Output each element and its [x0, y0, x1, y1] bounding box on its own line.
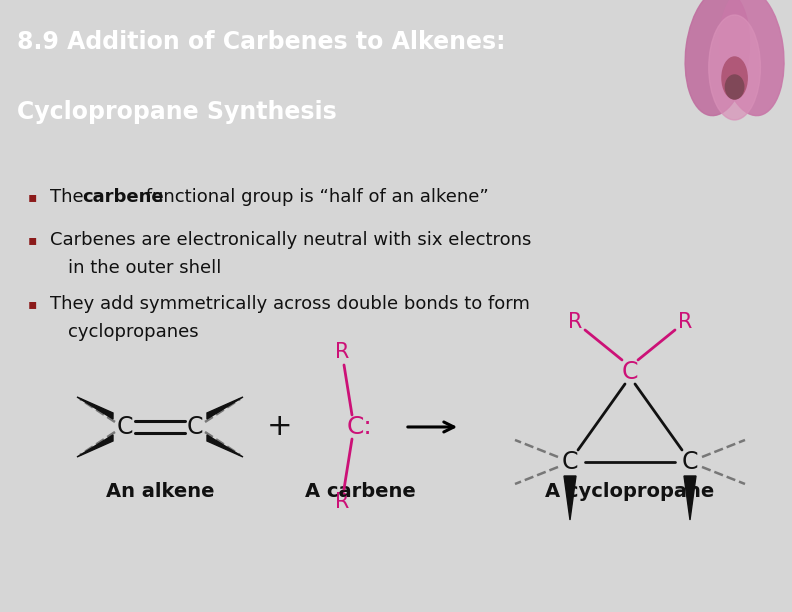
Text: cyclopropanes: cyclopropanes [68, 323, 199, 341]
Text: in the outer shell: in the outer shell [68, 259, 222, 277]
Text: R: R [568, 312, 582, 332]
Text: C:: C: [347, 415, 373, 439]
Text: C: C [622, 360, 638, 384]
Polygon shape [207, 397, 243, 419]
Text: functional group is “half of an alkene”: functional group is “half of an alkene” [140, 188, 489, 206]
Ellipse shape [722, 57, 747, 99]
Text: R: R [335, 342, 349, 362]
Text: They add symmetrically across double bonds to form: They add symmetrically across double bon… [50, 295, 530, 313]
Text: Cyclopropane Synthesis: Cyclopropane Synthesis [17, 100, 337, 124]
Text: ▪: ▪ [28, 297, 37, 311]
Polygon shape [564, 476, 576, 520]
Text: C: C [682, 450, 699, 474]
Ellipse shape [720, 0, 784, 116]
Text: An alkene: An alkene [106, 482, 215, 501]
Text: ▪: ▪ [28, 233, 37, 247]
Ellipse shape [709, 15, 760, 120]
Polygon shape [77, 435, 113, 457]
Text: R: R [678, 312, 692, 332]
Text: A carbene: A carbene [305, 482, 415, 501]
Text: ▪: ▪ [28, 190, 37, 204]
Text: carbene: carbene [82, 188, 164, 206]
Text: A cyclopropane: A cyclopropane [546, 482, 714, 501]
Text: +: + [267, 412, 293, 441]
Polygon shape [684, 476, 696, 520]
Text: C: C [562, 450, 578, 474]
Text: R: R [335, 492, 349, 512]
Text: C: C [116, 415, 133, 439]
Text: 8.9 Addition of Carbenes to Alkenes:: 8.9 Addition of Carbenes to Alkenes: [17, 30, 505, 54]
Polygon shape [207, 435, 243, 457]
Text: Carbenes are electronically neutral with six electrons: Carbenes are electronically neutral with… [50, 231, 531, 249]
Text: C: C [187, 415, 204, 439]
Polygon shape [77, 397, 113, 419]
Ellipse shape [685, 0, 749, 116]
Circle shape [725, 75, 744, 99]
Text: The: The [50, 188, 89, 206]
